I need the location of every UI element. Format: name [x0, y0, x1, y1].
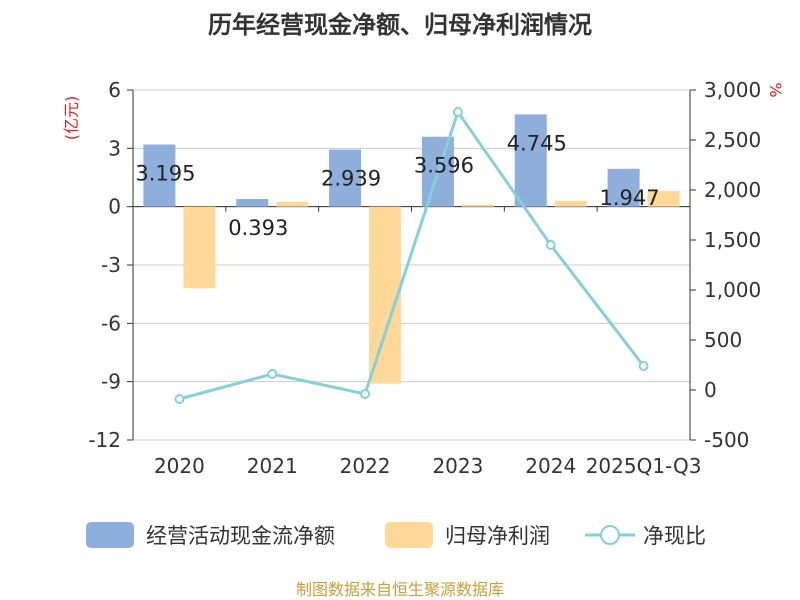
y-right-unit: %	[766, 82, 785, 97]
legend-label-cash-flow: 经营活动现金流净额	[146, 524, 335, 548]
y-right-tick-label: 1,000	[704, 278, 761, 302]
legend: 经营活动现金流净额 归母净利润 净现比	[86, 522, 706, 548]
bar-net-profit	[369, 206, 402, 384]
bar-cash-flow	[236, 199, 269, 207]
ratio-point	[452, 107, 463, 117]
bar-net-profit	[554, 200, 587, 207]
source-note: 制图数据来自恒生聚源数据库	[296, 580, 504, 599]
y-left-tick-label: 3	[108, 136, 121, 160]
x-tick-label: 2020	[154, 454, 205, 478]
y-left-tick-label: 6	[108, 78, 121, 102]
chart-title: 历年经营现金净额、归母净利润情况	[208, 11, 592, 39]
y-right-tick-label: 500	[704, 328, 742, 352]
bar-net-profit	[647, 191, 680, 207]
y-left-tick-label: -3	[101, 253, 121, 277]
y-right-tick-label: -500	[704, 428, 749, 452]
y-left-tick-label: 0	[108, 195, 121, 219]
bar-cash-flow	[329, 149, 362, 207]
ratio-point	[267, 369, 278, 379]
data-label-cash-flow: 3.195	[135, 162, 195, 186]
data-label-cash-flow: 0.393	[228, 216, 288, 240]
y-right-tick-label: 3,000	[704, 78, 761, 102]
legend-swatch-net-profit	[385, 522, 433, 548]
y-right-tick-label: 2,000	[704, 178, 761, 202]
legend-label-ratio: 净现比	[643, 524, 706, 548]
y-right-tick-label: 1,500	[704, 228, 761, 252]
y-left-tick-label: -6	[101, 311, 121, 335]
legend-label-net-profit: 归母净利润	[445, 524, 550, 548]
ratio-point	[638, 361, 649, 371]
y-right-tick-label: 2,500	[704, 128, 761, 152]
data-label-cash-flow: 2.939	[321, 167, 381, 191]
ratio-point	[545, 240, 556, 250]
data-labels: 3.195 0.393 2.939 3.596 4.745 1.947	[135, 131, 659, 240]
bar-net-profit	[183, 206, 216, 289]
y-left-tick-label: -9	[101, 370, 121, 394]
y-left-unit: (亿元)	[62, 96, 81, 141]
bar-cash-flow	[514, 114, 547, 207]
ratio-line-path	[179, 108, 645, 401]
ratio-point	[174, 394, 185, 404]
bar-net-profit	[461, 204, 494, 207]
data-label-cash-flow: 4.745	[507, 131, 567, 155]
y-left-tick-label: -12	[88, 428, 121, 452]
axes: 6 3 0 -3 -6 -9 -12 3,000 2,500 2,000 1,500 1,000 500…	[62, 78, 785, 478]
legend-swatch-cash-flow	[86, 522, 134, 548]
data-label-cash-flow: 3.596	[414, 154, 474, 178]
x-tick-label: 2021	[247, 454, 298, 478]
x-tick-label: 2022	[340, 454, 391, 478]
x-tick-label: 2024	[525, 454, 576, 478]
ratio-line	[174, 107, 649, 404]
x-tick-label: 2025Q1-Q3	[586, 454, 702, 478]
bar-cash-flow	[143, 144, 176, 207]
data-label-cash-flow: 1.947	[600, 186, 660, 210]
legend-marker-ratio	[600, 525, 620, 545]
y-right-tick-label: 0	[704, 378, 717, 402]
bar-net-profit	[276, 201, 309, 207]
bar-cash-flow	[607, 168, 640, 207]
x-tick-label: 2023	[432, 454, 483, 478]
ratio-point	[360, 389, 371, 399]
